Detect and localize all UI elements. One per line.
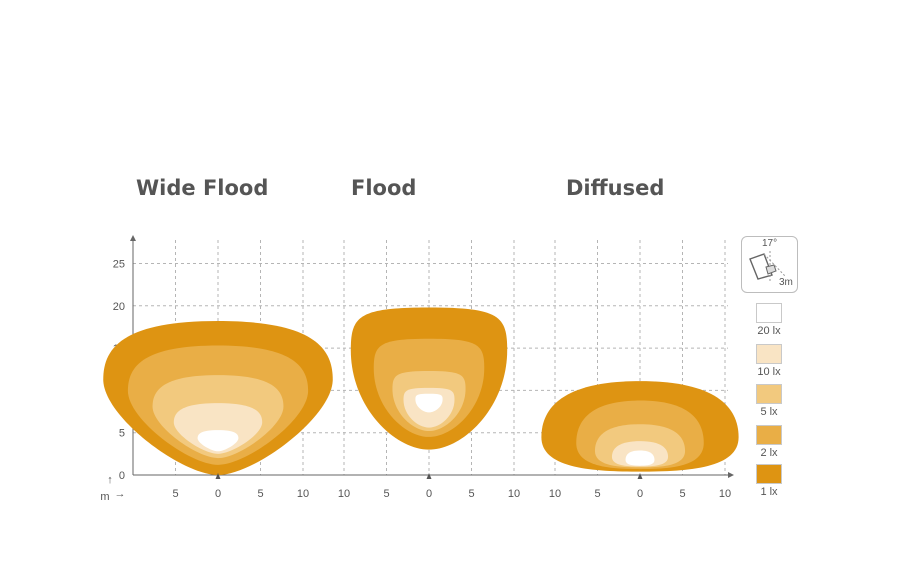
- y-tick-label: 5: [119, 428, 125, 440]
- legend-item: 1 lx: [754, 464, 784, 498]
- x-tick-label: 5: [172, 488, 178, 500]
- y-tick-label: 25: [113, 259, 125, 271]
- mounting-distance-label: 3m: [779, 277, 793, 288]
- x-tick-label: 0: [215, 488, 221, 500]
- legend-swatch: [756, 303, 782, 323]
- x-unit-arrow: →: [115, 488, 126, 500]
- mounting-angle-label: 17°: [762, 238, 778, 249]
- legend-label: 10 lx: [757, 366, 781, 378]
- x-tick-label: 5: [383, 488, 389, 500]
- legend-swatch: [756, 344, 782, 364]
- legend-item: 20 lx: [754, 303, 784, 337]
- y-tick-label: 20: [113, 301, 125, 313]
- y-axis-arrow: [130, 235, 136, 241]
- x-tick-label: 0: [637, 488, 643, 500]
- legend-swatch: [756, 464, 782, 484]
- x-tick-label: 5: [679, 488, 685, 500]
- legend-label: 5 lx: [760, 406, 778, 418]
- chart-title-diffused: Diffused: [566, 176, 665, 200]
- lamp-position-marker: [426, 473, 432, 479]
- lamp-tilt-icon: [749, 251, 787, 283]
- x-tick-label: 10: [297, 488, 309, 500]
- x-tick-label: 5: [468, 488, 474, 500]
- legend-swatch: [756, 425, 782, 445]
- legend-label: 20 lx: [757, 325, 781, 337]
- lamp-position-marker: [637, 473, 643, 479]
- x-tick-label: 5: [257, 488, 263, 500]
- isolux-zone-20lx: [415, 393, 443, 413]
- chart-title-flood: Flood: [351, 176, 417, 200]
- x-tick-label: 0: [426, 488, 432, 500]
- x-tick-label: 10: [719, 488, 731, 500]
- x-tick-label: 5: [594, 488, 600, 500]
- chart-title-wide-flood: Wide Flood: [136, 176, 269, 200]
- y-tick-label: 0: [119, 470, 125, 482]
- legend-swatch: [756, 384, 782, 404]
- legend-label: 1 lx: [760, 486, 778, 498]
- legend-item: 5 lx: [754, 384, 784, 418]
- legend-item: 2 lx: [754, 425, 784, 459]
- isolux-zone-10lx: [173, 403, 263, 454]
- lamp-position-marker: [215, 473, 221, 479]
- x-tick-label: 10: [549, 488, 561, 500]
- mounting-angle-icon: 17° 3m: [741, 236, 798, 293]
- x-axis-arrow: [728, 472, 734, 478]
- y-unit-arrow: ↑: [107, 474, 113, 486]
- isolux-zone-20lx: [197, 430, 239, 452]
- x-tick-label: 10: [508, 488, 520, 500]
- isolux-zone-20lx: [625, 450, 655, 466]
- y-axis-unit-label: m: [100, 491, 109, 503]
- legend-label: 2 lx: [760, 447, 778, 459]
- legend-item: 10 lx: [754, 344, 784, 378]
- x-tick-label: 10: [338, 488, 350, 500]
